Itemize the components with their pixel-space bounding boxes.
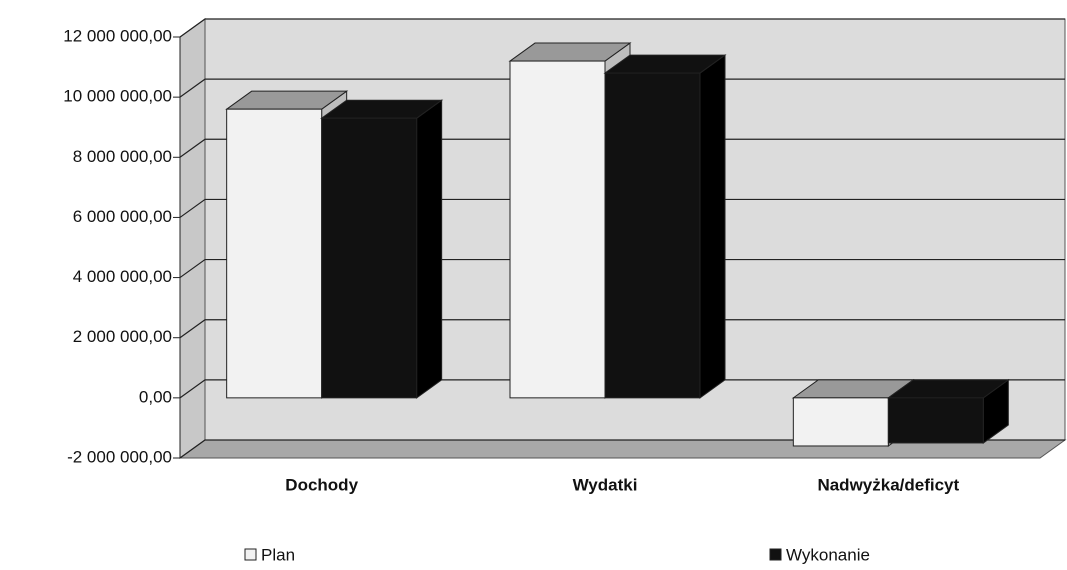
grid-line bbox=[179, 439, 1065, 459]
y-tick-label: 2 000 000,00 bbox=[73, 327, 172, 346]
legend-label: Wykonanie bbox=[786, 545, 870, 564]
y-tick-label: 6 000 000,00 bbox=[73, 207, 172, 226]
grid-line bbox=[179, 319, 1065, 339]
y-tick-label: 12 000 000,00 bbox=[63, 26, 172, 45]
x-tick-label: Wydatki bbox=[573, 475, 638, 494]
bar bbox=[509, 60, 606, 399]
x-tick-label: Dochody bbox=[285, 475, 358, 494]
grid-line bbox=[179, 258, 1065, 279]
y-tick-label: 10 000 000,00 bbox=[63, 87, 172, 106]
bar bbox=[321, 117, 418, 399]
grid-line bbox=[179, 18, 1065, 38]
bar bbox=[226, 108, 323, 399]
bar bbox=[887, 397, 984, 444]
bar-side bbox=[699, 54, 726, 399]
bar bbox=[604, 72, 701, 399]
side-wall bbox=[179, 18, 206, 459]
bar bbox=[792, 397, 889, 447]
y-tick-label: 0,00 bbox=[139, 387, 172, 406]
legend-swatch bbox=[769, 548, 782, 561]
x-tick-label: Nadwyżka/deficyt bbox=[817, 475, 959, 494]
y-tick-label: 8 000 000,00 bbox=[73, 147, 172, 166]
grid-line bbox=[179, 379, 1065, 399]
y-tick-label: -2 000 000,00 bbox=[67, 447, 172, 466]
grid-line bbox=[179, 198, 1065, 218]
bar-side bbox=[416, 99, 443, 399]
y-tick-label: 4 000 000,00 bbox=[73, 267, 172, 286]
legend-swatch bbox=[244, 548, 257, 561]
legend-label: Plan bbox=[261, 545, 295, 564]
grid-line bbox=[179, 138, 1065, 158]
grid-line bbox=[179, 78, 1065, 98]
